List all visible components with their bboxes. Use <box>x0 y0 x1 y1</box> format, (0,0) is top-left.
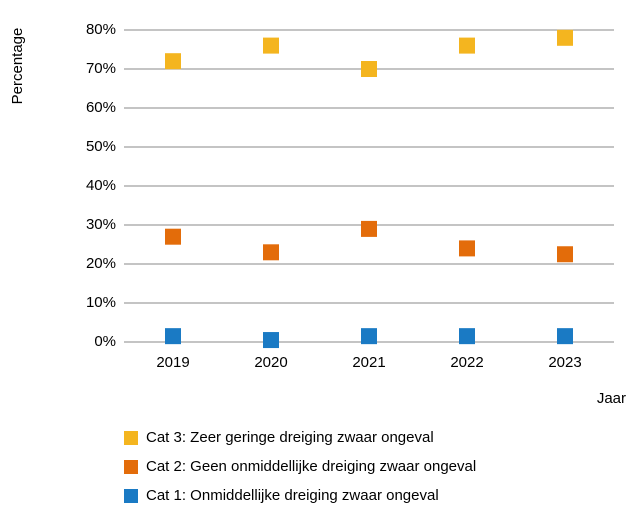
legend-label: Cat 3: Zeer geringe dreiging zwaar ongev… <box>146 429 434 446</box>
point <box>557 328 573 345</box>
x-tick-label: 2021 <box>352 354 385 371</box>
point <box>165 53 181 70</box>
point <box>557 246 573 263</box>
y-tick-label: 20% <box>86 255 116 272</box>
point <box>459 328 475 345</box>
point <box>459 240 475 257</box>
y-tick-label: 70% <box>86 60 116 77</box>
point <box>263 37 279 54</box>
x-tick-label: 2020 <box>254 354 287 371</box>
y-tick-label: 10% <box>86 294 116 311</box>
x-tick-label: 2019 <box>156 354 189 371</box>
point <box>459 37 475 54</box>
y-tick-label: 40% <box>86 177 116 194</box>
point <box>361 61 377 77</box>
y-tick-label: 0% <box>94 333 116 350</box>
point <box>165 228 181 245</box>
point <box>361 220 377 237</box>
point <box>263 244 279 261</box>
y-tick-label: 30% <box>86 216 116 233</box>
legend-swatch <box>124 489 138 503</box>
y-tick-label: 80% <box>86 21 116 38</box>
legend-label: Cat 1: Onmiddellijke dreiging zwaar onge… <box>146 487 439 504</box>
point <box>361 328 377 345</box>
y-tick-label: 60% <box>86 99 116 116</box>
point <box>557 29 573 46</box>
point <box>263 332 279 349</box>
x-tick-label: 2022 <box>450 354 483 371</box>
x-tick-label: 2023 <box>548 354 581 371</box>
x-axis-label: Jaar <box>597 390 626 407</box>
point <box>165 328 181 345</box>
legend-label: Cat 2: Geen onmiddellijke dreiging zwaar… <box>146 458 476 475</box>
legend-swatch <box>124 460 138 474</box>
y-tick-label: 50% <box>86 138 116 155</box>
y-axis-label: Percentage <box>9 28 26 105</box>
legend-swatch <box>124 431 138 445</box>
